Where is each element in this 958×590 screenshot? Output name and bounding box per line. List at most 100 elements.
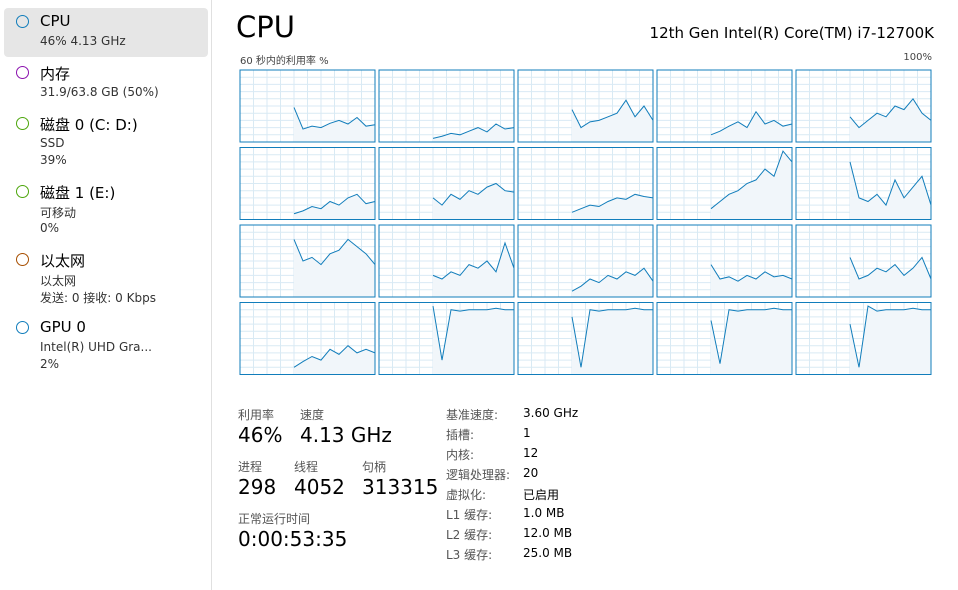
detail-label: 插槽: (446, 428, 475, 442)
stat-value: 298 (238, 475, 277, 499)
status-dot (16, 117, 29, 130)
core-area (850, 98, 931, 142)
core-graph-bg (240, 302, 375, 375)
core-graph-bg (657, 147, 792, 220)
core-line (432, 182, 515, 206)
sidebar (0, 0, 212, 590)
core-graph-bg (518, 225, 653, 297)
sidebar-item[interactable] (4, 8, 208, 57)
core-area (294, 239, 375, 297)
stat-value: 46% (238, 423, 283, 447)
sidebar-item[interactable] (4, 59, 208, 108)
core-line (432, 123, 515, 139)
core-line (432, 306, 514, 361)
core-line (293, 107, 376, 130)
stat-label: 正常运行时间 (238, 512, 311, 526)
core-graph-bg (796, 302, 931, 375)
stat-value: 0:00:53:35 (238, 527, 348, 551)
item-detail: 31.9/63.8 GB (50%) (40, 85, 159, 99)
status-dot (16, 321, 29, 334)
stat-label: 进程 (238, 460, 263, 474)
core-line (571, 99, 654, 129)
item-detail: 0% (40, 221, 60, 235)
core-graph-bg (796, 147, 931, 220)
detail-value: 12.0 MB (523, 526, 573, 540)
core-area (572, 268, 653, 297)
detail-value: 已启用 (523, 488, 560, 502)
status-dot (16, 253, 29, 266)
item-detail: 46% 4.13 GHz (40, 34, 126, 48)
stat-value: 4052 (294, 475, 345, 499)
item-detail: 以太网 (40, 274, 77, 288)
detail-label: 基准速度: (446, 408, 499, 422)
core-graph-bg (379, 302, 514, 375)
core-graph-border (795, 69, 932, 143)
item-name: 内存 (40, 65, 71, 83)
item-detail: Intel(R) UHD Gra... (40, 340, 152, 354)
core-graph-border (517, 224, 654, 298)
item-name: 以太网 (40, 252, 86, 270)
status-dot (16, 15, 29, 28)
page-title: CPU (236, 10, 295, 44)
core-graph-border (656, 69, 793, 143)
detail-value: 25.0 MB (523, 546, 573, 560)
item-name: CPU (40, 12, 71, 30)
core-graph-bg (379, 147, 514, 220)
stat-label: 速度 (300, 408, 325, 422)
core-graph-border (795, 147, 932, 220)
core-graph-bg (796, 225, 931, 297)
status-dot (16, 66, 29, 79)
axis-label: 60 秒内的利用率 % (240, 56, 329, 67)
core-area (294, 107, 375, 142)
item-detail: 2% (40, 357, 60, 371)
core-graph-border (656, 302, 793, 375)
stat-value: 4.13 GHz (300, 423, 392, 447)
core-graph-border (517, 147, 654, 220)
core-line (710, 110, 793, 136)
core-graph-bg (379, 225, 514, 297)
item-detail: 可移动 (40, 206, 77, 220)
core-graph-border (795, 224, 932, 298)
detail-value: 3.60 GHz (523, 406, 579, 420)
detail-label: 逻辑处理器: (446, 468, 511, 482)
detail-label: 虚拟化: (446, 488, 487, 502)
core-area (711, 151, 792, 220)
core-line (293, 345, 376, 368)
core-line (571, 307, 653, 368)
core-line (293, 193, 376, 215)
core-graph-bg (518, 147, 653, 220)
core-area (711, 264, 792, 297)
detail-label: L1 缓存: (446, 508, 493, 522)
core-graph-border (656, 147, 793, 220)
detail-label: 内核: (446, 448, 475, 462)
core-graph-border (656, 224, 793, 298)
core-graph-bg (240, 70, 375, 142)
core-graph-bg (796, 70, 931, 142)
core-graph-border (239, 224, 376, 298)
core-graph-bg (518, 302, 653, 375)
core-graph-bg (657, 70, 792, 142)
core-line (849, 97, 932, 129)
core-line (571, 193, 654, 213)
detail-value: 1.0 MB (523, 506, 565, 520)
core-line (849, 305, 931, 368)
core-graph-bg (240, 225, 375, 297)
stat-value: 313315 (362, 475, 439, 499)
core-graph-border (517, 302, 654, 375)
detail-label: L2 缓存: (446, 528, 493, 542)
core-line (293, 238, 376, 266)
status-dot (16, 185, 29, 198)
core-line (432, 241, 515, 280)
stat-label: 线程 (294, 460, 319, 474)
stat-label: 利用率 (238, 408, 275, 422)
core-line (849, 256, 932, 280)
core-graph-border (239, 69, 376, 143)
core-graph-bg (657, 225, 792, 297)
axis-max: 100% (903, 52, 932, 63)
item-name: GPU 0 (40, 318, 86, 336)
core-graph-border (378, 147, 515, 220)
core-area (572, 308, 653, 375)
core-area (572, 100, 653, 142)
core-graph-border (378, 224, 515, 298)
